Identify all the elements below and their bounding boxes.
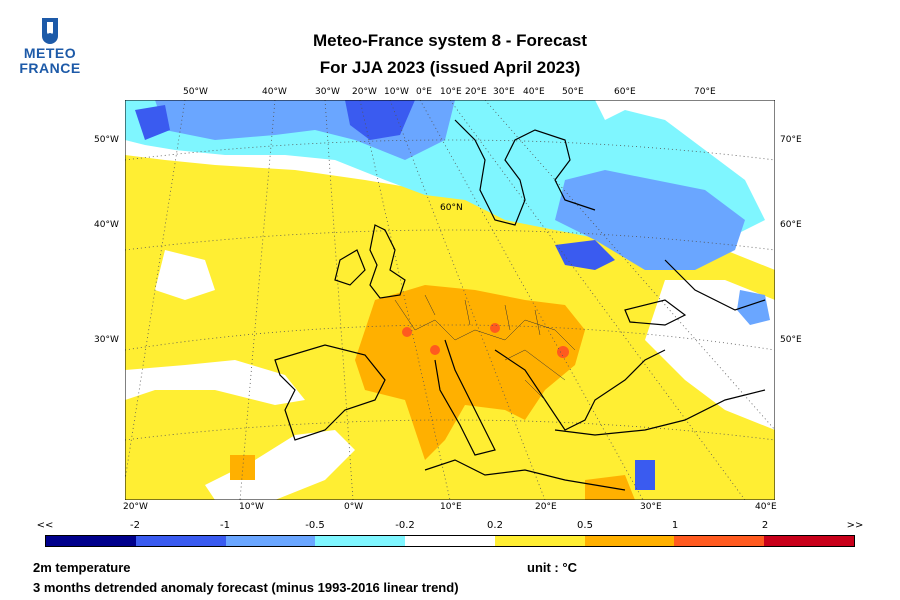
legend-label: -1 [220,520,230,531]
bottom-lon-label: 40°E [755,502,777,512]
legend-label: 2 [761,520,769,531]
color-bar-segment [764,536,855,546]
top-lon-label: 10°W [384,87,409,97]
color-bar-segment [494,536,585,546]
bottom-lon-label: 20°W [123,502,148,512]
logo-emblem-icon [42,18,58,44]
description-label: 3 months detrended anomaly forecast (min… [33,580,459,595]
top-lon-label: 10°E [440,87,462,97]
legend-label: -0.2 [395,520,415,531]
anomaly-area-blue [345,100,415,140]
legend-label: 1 [671,520,679,531]
legend-label: 0.2 [487,520,503,531]
anomaly-map: 60°N [125,100,775,500]
color-bar-segment [315,536,406,546]
legend-label: -2 [130,520,140,531]
legend-label: 0.5 [577,520,593,531]
top-lon-label: 30°E [493,87,515,97]
bottom-lon-label: 20°E [535,502,557,512]
anomaly-area-lightblue [737,290,770,325]
bottom-lon-label: 10°E [440,502,462,512]
top-lon-label: 40°E [523,87,545,97]
bottom-lon-label: 10°W [239,502,264,512]
logo-text-line2: FRANCE [19,60,81,76]
right-lon-label: 50°E [780,335,802,345]
right-lon-label: 70°E [780,135,802,145]
bottom-lon-label: 30°E [640,502,662,512]
anomaly-area-white [645,280,775,430]
unit-label: unit : °C [527,560,577,575]
left-lon-label: 30°W [94,335,119,345]
anomaly-area-white [155,250,215,300]
color-bar-segment [135,536,226,546]
anomaly-area-blue [135,105,170,140]
lat-label: 60°N [440,203,463,213]
right-lon-label: 60°E [780,220,802,230]
anomaly-area-blue [555,240,615,270]
logo-text-line1: METEO [23,45,77,61]
color-bar-segment [405,536,495,546]
anomaly-area-white [205,430,355,500]
anomaly-area-lightblue [555,170,745,270]
legend-label: -0.5 [305,520,325,531]
legend-label: << [36,520,54,531]
anomaly-spot-red [557,346,569,358]
anomaly-spot-red [402,327,412,337]
top-lon-label: 20°W [352,87,377,97]
top-lon-label: 40°W [262,87,287,97]
country-borders [394,294,576,401]
anomaly-spot-red [490,323,500,333]
top-lon-label: 50°E [562,87,584,97]
meteo-france-logo: METEO FRANCE [14,16,86,76]
chart-subtitle: For JJA 2023 (issued April 2023) [319,58,581,77]
legend-label: >> [846,520,864,531]
left-lon-label: 40°W [94,220,119,230]
top-lon-label: 50°W [183,87,208,97]
graticule [125,100,775,500]
top-lon-label: 30°W [315,87,340,97]
chart-title: Meteo-France system 8 - Forecast [313,31,587,50]
color-bar-segment [674,536,765,546]
top-lon-label: 70°E [694,87,716,97]
anomaly-spot-red [430,345,440,355]
variable-label: 2m temperature [33,560,131,575]
top-lon-label: 60°E [614,87,636,97]
color-bar [45,535,855,547]
left-lon-label: 50°W [94,135,119,145]
anomaly-area-orange [355,285,585,460]
color-bar-segment [584,536,675,546]
anomaly-area-blue [635,460,655,490]
top-lon-label: 0°E [416,87,432,97]
anomaly-area-white [125,360,305,405]
coastlines [274,119,766,491]
color-bar-segment [225,536,316,546]
top-lon-label: 20°E [465,87,487,97]
bottom-lon-label: 0°W [344,502,364,512]
color-bar-segment [46,536,136,546]
